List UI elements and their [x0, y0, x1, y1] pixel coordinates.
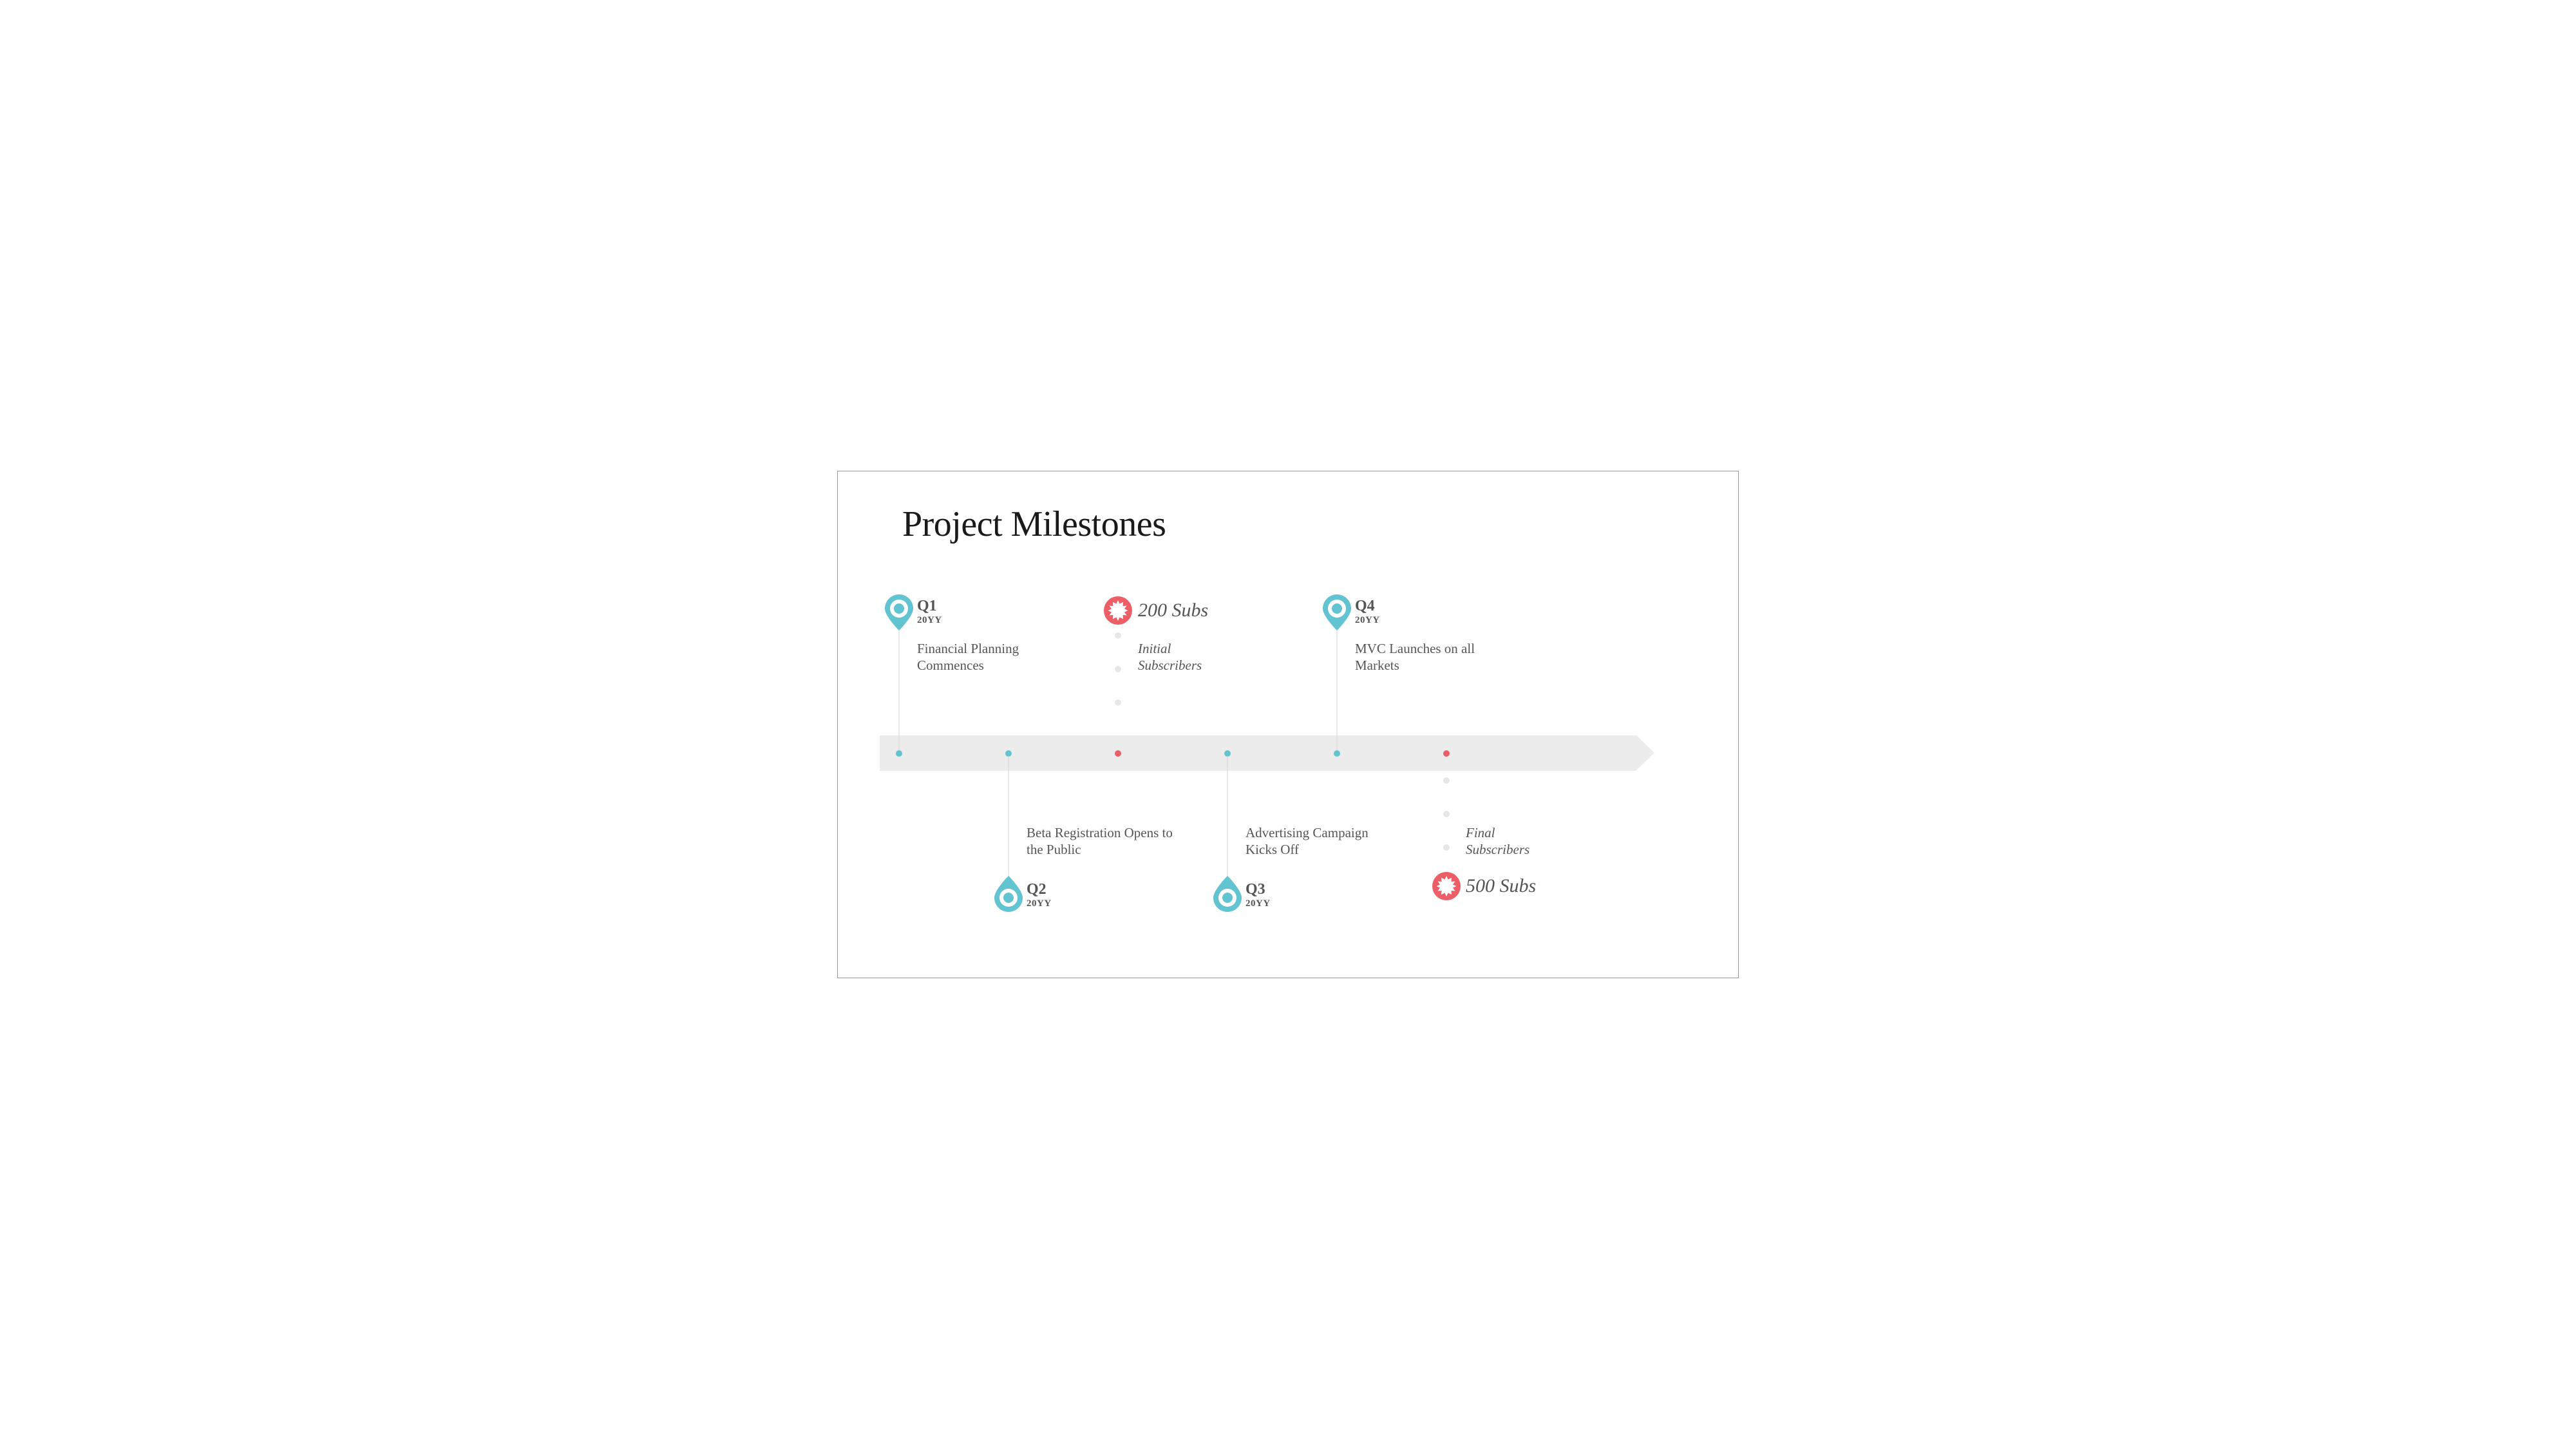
starburst-icon: [1104, 596, 1132, 625]
milestone-title: Q1: [917, 598, 937, 614]
connector-line: [899, 624, 900, 750]
connector-dots: [1115, 632, 1121, 706]
page-title: Project Milestones: [902, 504, 1166, 545]
timeline-arrow-icon: [1636, 735, 1654, 770]
milestone-title: Q2: [1027, 882, 1046, 898]
milestone-desc: Initial Subscribers: [1138, 640, 1228, 674]
dot-icon: [1115, 699, 1121, 706]
timeline-bar: [880, 735, 1636, 771]
dot-icon: [1443, 844, 1450, 851]
milestone-year: 20YY: [1245, 898, 1271, 909]
dot-icon: [1443, 777, 1450, 784]
dot-icon: [1115, 632, 1121, 639]
milestone-title: 500 Subs: [1466, 875, 1536, 897]
milestone-desc: MVC Launches on all Markets: [1355, 640, 1484, 674]
milestone-desc: Final Subscribers: [1466, 824, 1556, 858]
milestone-title: Q3: [1245, 882, 1265, 898]
map-pin-icon: [1213, 876, 1242, 912]
milestone-title: 200 Subs: [1138, 600, 1208, 621]
timeline-dot: [1443, 750, 1450, 757]
dot-icon: [1115, 666, 1121, 672]
connector-line: [1227, 756, 1228, 882]
milestone-desc: Financial Planning Commences: [917, 640, 1046, 674]
milestone-year: 20YY: [917, 615, 942, 626]
map-pin-icon: [994, 876, 1023, 912]
timeline-dot: [896, 750, 902, 757]
timeline-dot: [1224, 750, 1231, 757]
starburst-icon: [1432, 872, 1461, 900]
slide: Project Milestones Q1 20YY Financial Pla…: [837, 471, 1739, 978]
dot-icon: [1443, 811, 1450, 817]
map-pin-icon: [1323, 594, 1351, 630]
connector-line: [1337, 624, 1338, 750]
milestone-desc: Advertising Campaign Kicks Off: [1245, 824, 1381, 858]
milestone-desc: Beta Registration Opens to the Public: [1027, 824, 1175, 858]
timeline-dot: [1115, 750, 1121, 757]
timeline-dot: [1334, 750, 1340, 757]
connector-dots: [1443, 777, 1450, 851]
timeline-dot: [1005, 750, 1012, 757]
milestone-year: 20YY: [1027, 898, 1052, 909]
map-pin-icon: [885, 594, 913, 630]
milestone-year: 20YY: [1355, 615, 1380, 626]
milestone-title: Q4: [1355, 598, 1375, 614]
